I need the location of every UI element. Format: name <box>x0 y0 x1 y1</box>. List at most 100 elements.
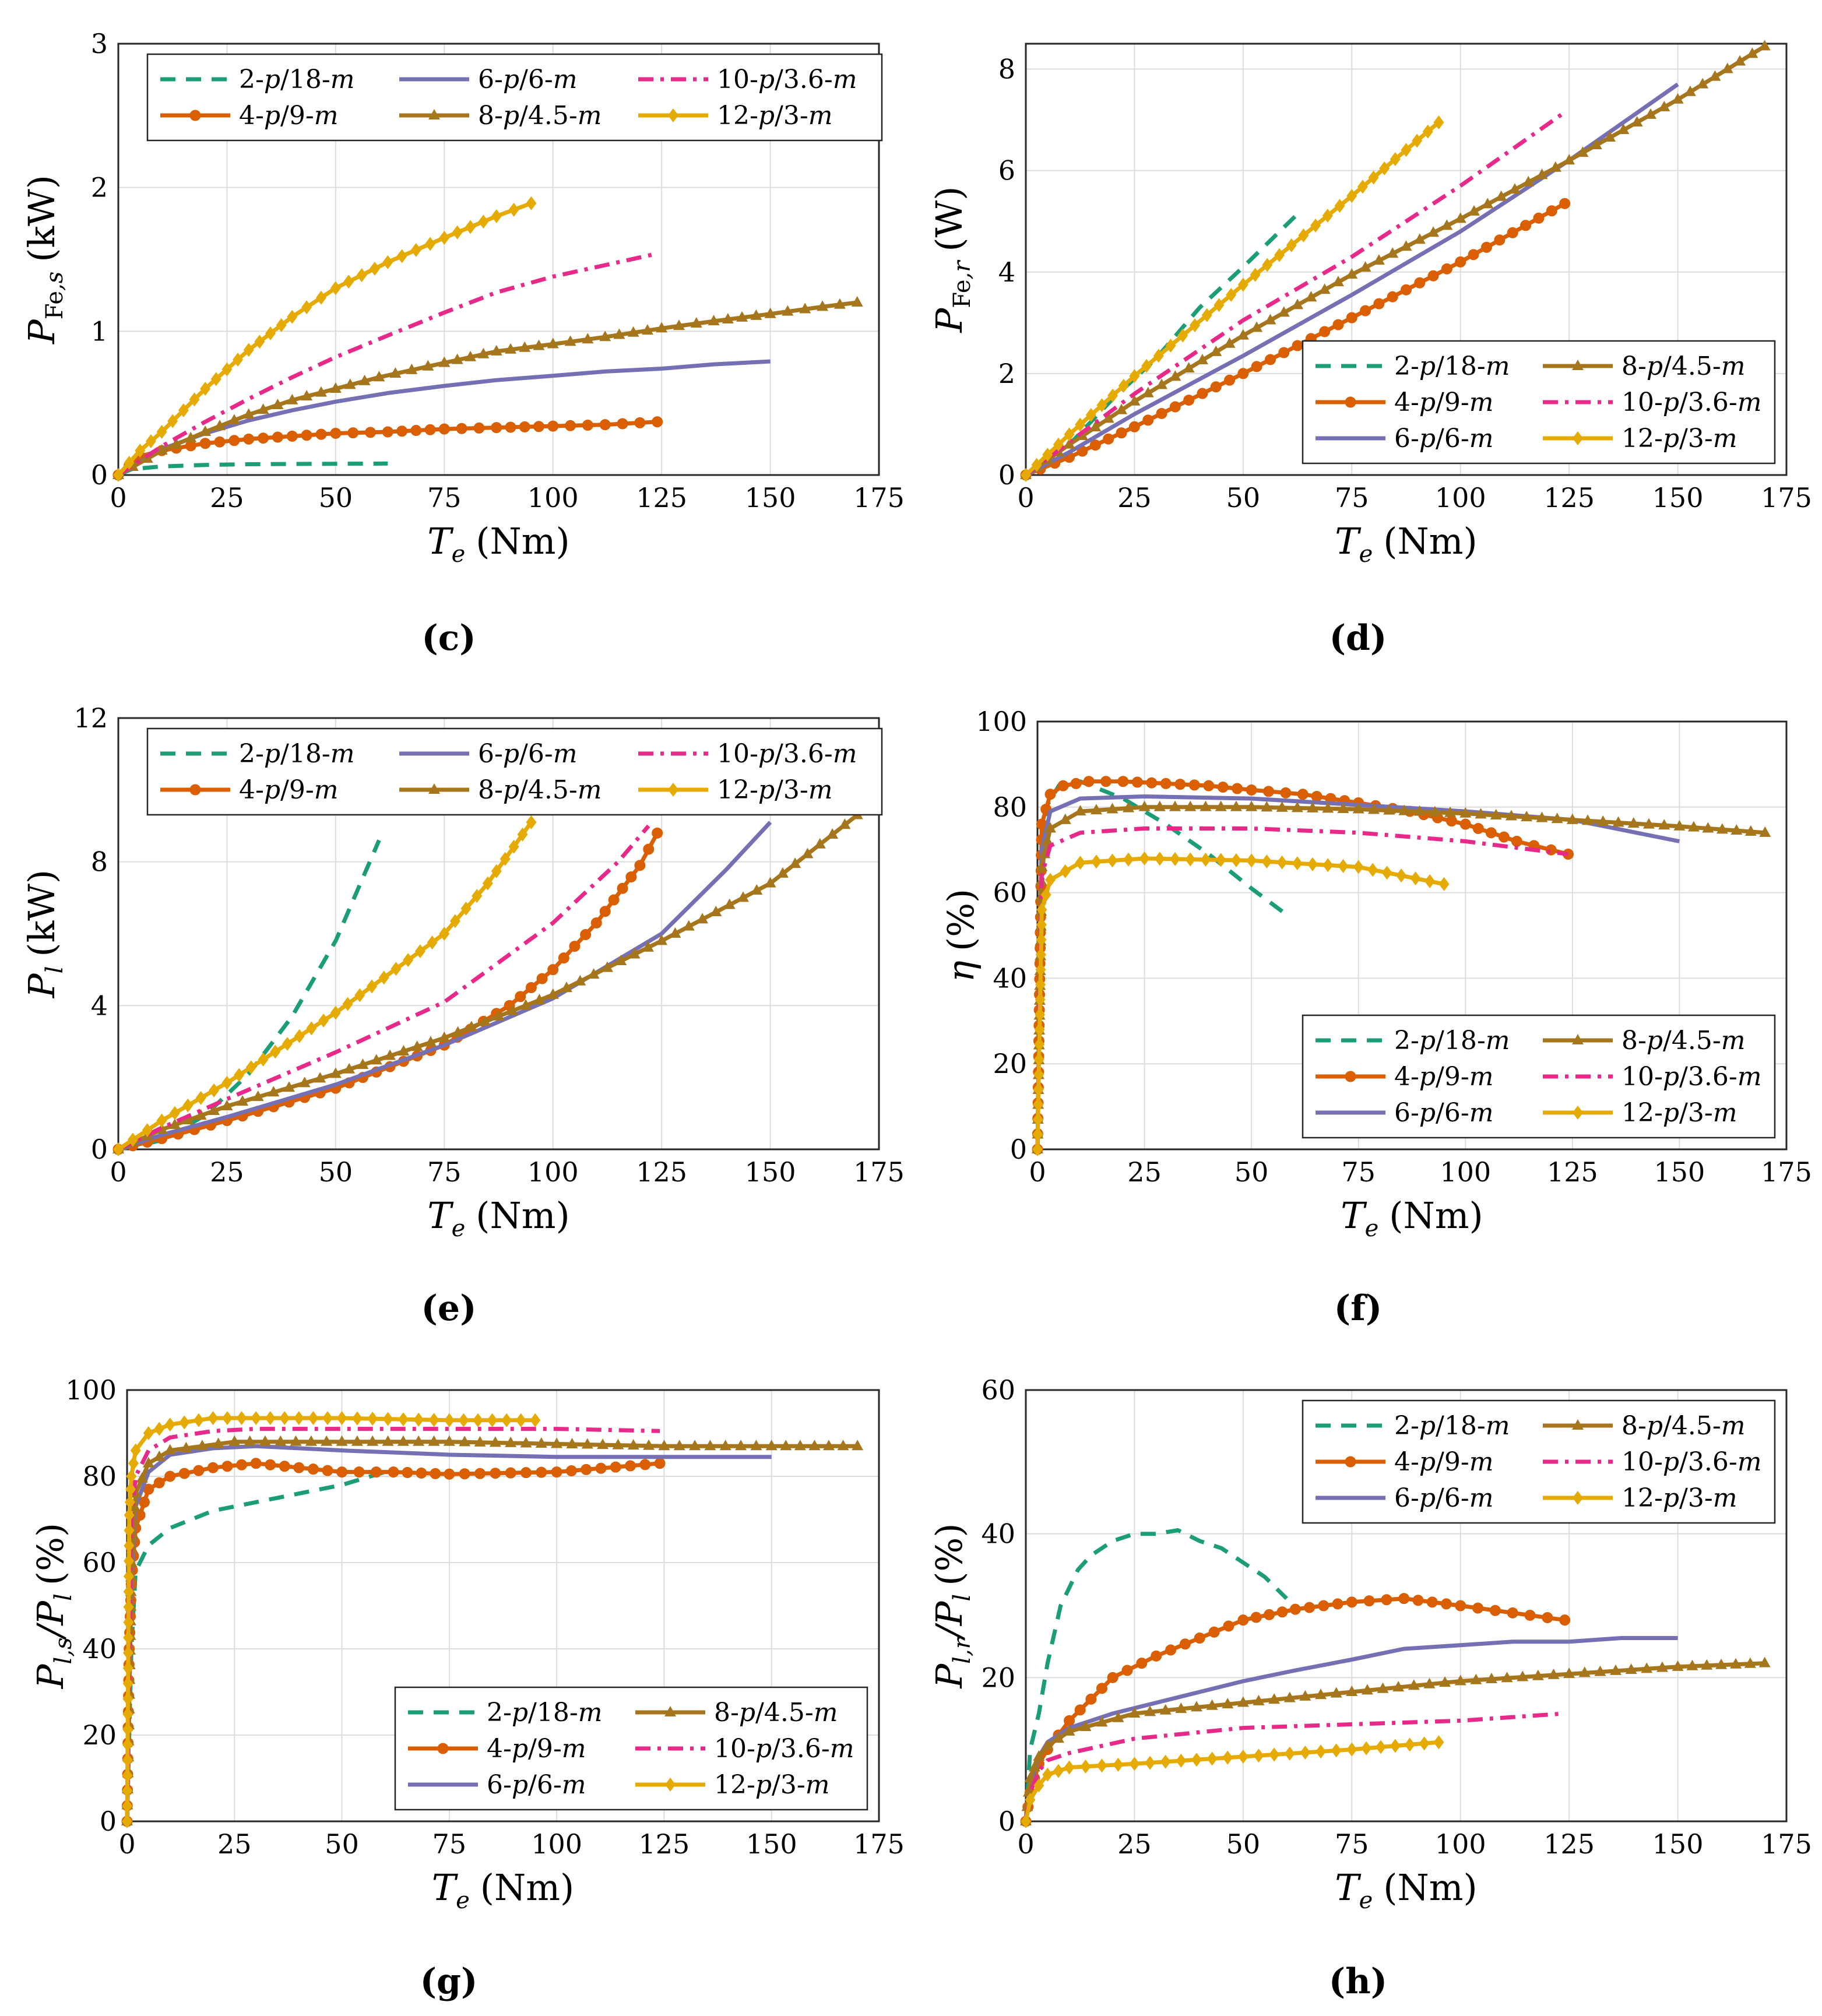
series-12-p-3-m-marker <box>195 1090 206 1105</box>
series-4-p-9-m-marker <box>1203 780 1215 791</box>
series-8-p-4-5-m-marker <box>1268 1693 1281 1704</box>
series-12-p-3-m-marker <box>330 1005 341 1020</box>
series-8-p-4-5-m-marker <box>794 1440 806 1451</box>
series-8-p-4-5-m-marker <box>1709 70 1721 81</box>
x-tick-label: 150 <box>1652 1828 1704 1860</box>
legend-marker <box>1345 1456 1356 1468</box>
legend-item: 12-p/3-m <box>635 1770 829 1800</box>
series-8-p-4-5-m-marker <box>1237 329 1249 340</box>
series-8-p-4-5-m-marker <box>817 300 829 311</box>
series-8-p-4-5-m-marker <box>1096 1716 1108 1727</box>
series-8-p-4-5-m-marker <box>1597 815 1609 826</box>
series-12-p-3-m-marker <box>126 1469 137 1483</box>
series-8-p-4-5-m-marker <box>168 1118 181 1130</box>
legend-marker <box>189 110 201 121</box>
series-4-p-9-m-marker <box>558 952 569 964</box>
series-12-p-3-m-marker <box>1353 860 1364 874</box>
series-8-p-4-5-m-marker <box>643 1439 655 1450</box>
series-8-p-4-5-m-marker <box>1223 337 1236 348</box>
series-8-p-4-5-m-marker <box>1532 1669 1544 1680</box>
x-tick-label: 25 <box>217 1828 252 1860</box>
series-12-p-3-m-marker <box>1170 852 1181 866</box>
series-4-p-9-m-marker <box>505 421 516 433</box>
series-4-p-9-m-marker <box>1426 1596 1438 1608</box>
series-8-p-4-5-m-marker <box>1485 1672 1497 1683</box>
series-8-p-4-5-m-marker <box>438 356 451 367</box>
series-8-p-4-5-m-marker <box>1547 1668 1560 1679</box>
series-4-p-9-m-marker <box>565 420 576 431</box>
series-8-p-4-5-m-marker <box>490 344 502 356</box>
series-12-p-3-m-marker <box>1269 1747 1280 1762</box>
series-4-p-9-m-marker <box>639 1459 651 1470</box>
series-8-p-4-5-m-marker <box>242 408 255 419</box>
legend-label: 4-p/9-m <box>1394 1062 1493 1092</box>
x-tick-label: 150 <box>745 1156 796 1188</box>
series-8-p-4-5-m-marker <box>428 1435 440 1446</box>
series-8-p-4-5-m-marker <box>1175 1702 1187 1714</box>
series-12-p-3-m-line <box>1023 1740 1439 1822</box>
legend-marker <box>668 108 678 122</box>
series-12-p-3-m-marker <box>1033 1082 1044 1097</box>
series-4-p-9-m-marker <box>272 431 283 443</box>
series-8-p-4-5-m-marker <box>452 1026 464 1037</box>
series-4-p-9-m-marker <box>617 882 628 894</box>
series-12-p-3-m-marker <box>1141 358 1152 373</box>
series-4-p-9-m-marker <box>1455 1600 1466 1612</box>
series-8-p-4-5-m-marker <box>1501 1672 1513 1683</box>
legend: 2-p/18-m 8-p/4.5-m 4-p/9-m 10-p/3.6-m 6-p/6-… <box>394 1686 868 1811</box>
series-8-p-4-5-m-marker <box>1644 108 1656 119</box>
series-4-p-9-m-marker <box>1468 249 1479 261</box>
series-4-p-9-m-marker <box>236 1459 248 1470</box>
series-8-p-4-5-m-marker <box>1549 161 1561 172</box>
series-12-p-3-m-marker <box>508 202 519 217</box>
series-8-p-4-5-m-marker <box>776 867 789 878</box>
series-8-p-4-5-m-marker <box>1322 802 1334 813</box>
series-12-p-3-m-marker <box>1367 863 1378 877</box>
series-4-p-9-m-marker <box>1276 1606 1288 1618</box>
legend-item: 4-p/9-m <box>1316 388 1493 417</box>
series-8-p-4-5-m-marker <box>136 1472 148 1483</box>
series-4-p-9-m-marker <box>1057 780 1069 791</box>
series-8-p-4-5-m-marker <box>547 988 559 999</box>
series-4-p-9-m-marker <box>1237 1614 1249 1626</box>
series-8-p-4-5-m-marker <box>574 974 586 986</box>
y-axis-label: Pl,r/Pl(%) <box>928 1523 976 1688</box>
legend-item: 2-p/18-m <box>1316 351 1510 381</box>
legend-item: 4-p/9-m <box>1316 1447 1493 1477</box>
series-8-p-4-5-m-marker <box>837 1440 849 1451</box>
series-4-p-9-m-marker <box>207 1462 219 1473</box>
series-12-p-3-m-marker <box>482 876 493 891</box>
series-8-p-4-5-m-marker <box>343 1062 356 1074</box>
series-2-p-18-m-line <box>1023 1528 1288 1822</box>
legend-item: 8-p/4.5-m <box>1543 351 1745 381</box>
series-4-p-9-m-marker <box>402 1467 413 1479</box>
series-12-p-3-m-marker <box>1261 854 1272 869</box>
series-12-p-3-m-marker <box>301 300 312 315</box>
legend-marker <box>1573 1106 1583 1120</box>
series-12-p-3-m-marker <box>1096 1758 1107 1773</box>
series-12-p-3-m-marker <box>1338 859 1349 873</box>
series-4-p-9-m-marker <box>1116 427 1127 439</box>
series-12-p-3-m-marker <box>351 1411 363 1426</box>
series-4-p-9-m-marker <box>1142 414 1154 426</box>
series-8-p-4-5-m-marker <box>1398 804 1411 815</box>
series-12-p-3-m-line <box>117 821 533 1151</box>
legend-box <box>146 727 883 816</box>
series-8-p-4-5-m-marker <box>438 1031 451 1042</box>
series-8-p-4-5-m-marker <box>196 1440 208 1451</box>
series-8-p-4-5-m-marker <box>1159 1704 1172 1715</box>
legend-label: 8-p/4.5-m <box>478 101 602 131</box>
legend-item: 2-p/18-m <box>160 739 354 769</box>
series-8-p-4-5-m-marker <box>329 1067 342 1078</box>
series-12-p-3-m-marker <box>330 281 341 295</box>
series-12-p-3-m-line <box>1024 121 1440 477</box>
series-12-p-3-m-marker <box>124 1554 135 1568</box>
series-4-p-9-m-marker <box>228 435 240 446</box>
series-8-p-4-5-m-marker <box>564 335 576 346</box>
series-12-p-3-m-marker <box>342 997 353 1011</box>
series-8-p-4-5-m-marker <box>1423 1677 1436 1688</box>
series-4-p-9-m-marker <box>565 1465 577 1476</box>
legend-marker <box>1573 431 1583 445</box>
series-8-p-4-5-m-marker <box>1063 1725 1075 1736</box>
series-4-p-9-m-marker <box>1278 347 1290 358</box>
